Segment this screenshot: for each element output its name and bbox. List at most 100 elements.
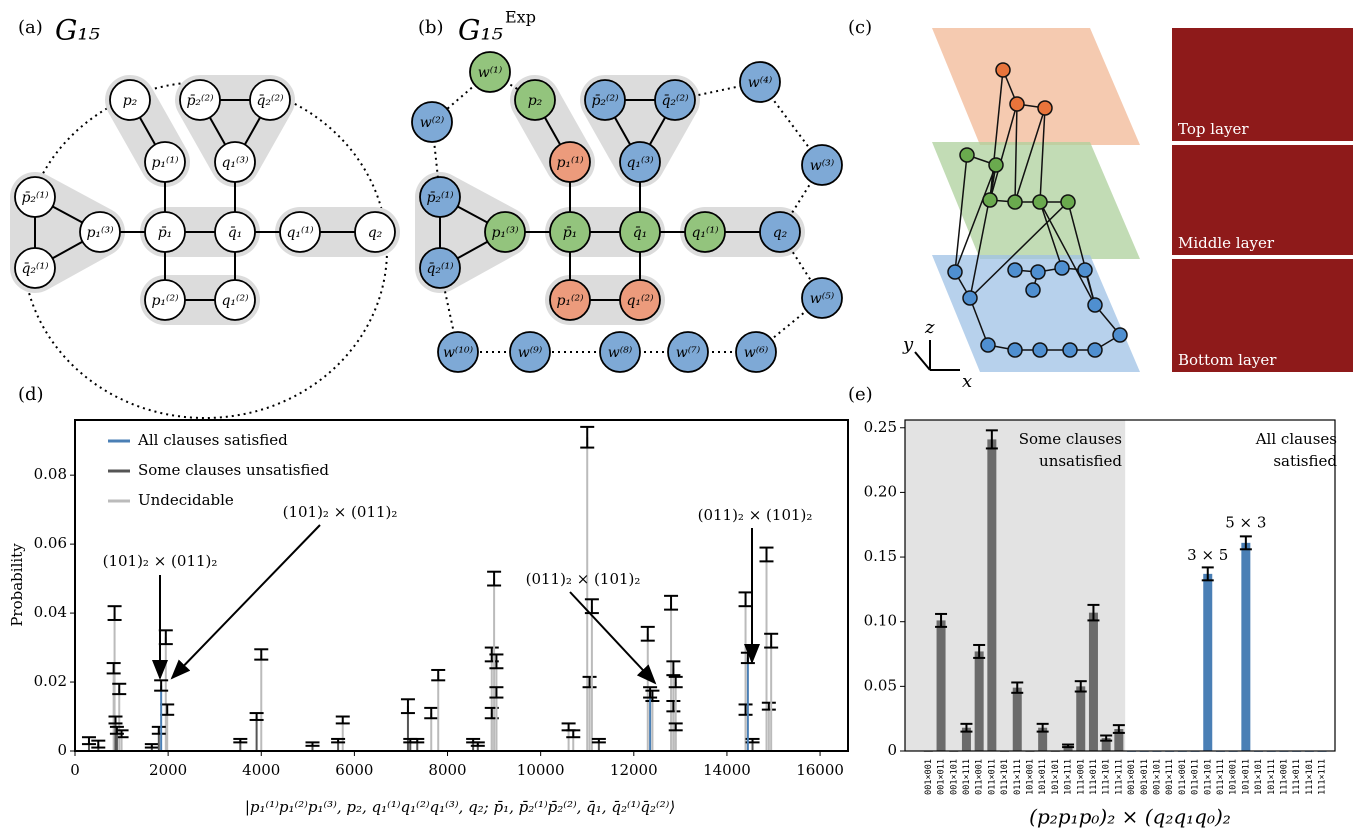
atom <box>1031 265 1045 279</box>
node-label: p₁⁽³⁾ <box>86 225 114 241</box>
atom <box>981 338 995 352</box>
error-bar <box>664 596 678 610</box>
x-tick-label: 2000 <box>149 761 187 779</box>
node-label: p̄₂⁽²⁾ <box>591 93 619 109</box>
annotation-arrow <box>570 592 655 683</box>
y-tick-label: 0.04 <box>34 603 67 621</box>
x-tick-label: 001×101 <box>1152 759 1162 795</box>
node-label: w⁽⁹⁾ <box>518 345 543 361</box>
x-tick-label: 011×111 <box>1216 759 1226 795</box>
error-bar <box>254 649 268 659</box>
x-tick-label: 101×111 <box>1267 759 1277 795</box>
error-bar <box>160 704 174 714</box>
y-tick-label: 0.25 <box>864 418 897 436</box>
y-tick-label: 0.08 <box>34 465 67 483</box>
atom <box>963 291 977 305</box>
x-tick-label: 001×001 <box>1127 759 1137 795</box>
node-label: p₁⁽¹⁾ <box>151 155 179 171</box>
node-label: q₁⁽³⁾ <box>626 155 654 171</box>
node-label: w⁽⁶⁾ <box>744 345 769 361</box>
y-tick-label: 0.06 <box>34 534 67 552</box>
x-tick-label: 011×011 <box>987 759 997 795</box>
atom <box>1033 195 1047 209</box>
bar <box>975 651 984 751</box>
panel-label: (c) <box>848 17 872 38</box>
figure: (a)(b)(c)(d)(e)G₁₅G₁₅Expp₂p̄₂⁽²⁾q̄₂⁽²⁾p₁… <box>0 0 1355 832</box>
annotation: (011)₂ × (101)₂ <box>526 570 641 588</box>
y-tick-label: 0.20 <box>864 482 897 500</box>
atom <box>948 265 962 279</box>
atom <box>1088 343 1102 357</box>
bar <box>1013 688 1022 751</box>
error-bar <box>233 739 247 742</box>
node-label: w⁽¹⁰⁾ <box>443 345 474 361</box>
image-label: Bottom layer <box>1178 351 1277 369</box>
error-bar <box>109 717 123 724</box>
node-label: p₁⁽²⁾ <box>151 293 179 309</box>
x-tick-label: 111×011 <box>1089 759 1099 795</box>
x-tick-label: 001×101 <box>949 759 959 795</box>
node-label: p̄₂⁽²⁾ <box>186 93 214 109</box>
atom <box>1078 263 1092 277</box>
panel-label: (b) <box>418 17 444 38</box>
node-label: q₁⁽¹⁾ <box>691 225 719 241</box>
x-tick-label: 16000 <box>796 761 844 779</box>
error-bar <box>424 708 438 718</box>
atom <box>989 158 1003 172</box>
node-label: q̄₂⁽²⁾ <box>256 93 284 109</box>
bar <box>1076 686 1085 751</box>
error-bar <box>410 739 424 742</box>
atom <box>1063 343 1077 357</box>
panel-label: (d) <box>18 384 44 405</box>
x-tick-label: 011×001 <box>975 759 985 795</box>
node-label: q̄₁ <box>228 225 243 241</box>
region-label: All clauses satisfied <box>1225 428 1337 472</box>
atom <box>1026 283 1040 297</box>
node-label: p₂ <box>123 93 138 109</box>
x-tick-label: 8000 <box>428 761 466 779</box>
x-tick-label: 001×001 <box>924 759 934 795</box>
x-tick-label: 011×011 <box>1191 759 1201 795</box>
bar <box>1203 574 1212 751</box>
x-tick-label: 101×111 <box>1064 759 1074 795</box>
x-tick-label: 001×111 <box>962 759 972 795</box>
node-label: q₁⁽²⁾ <box>626 293 654 309</box>
x-tick-label: 101×011 <box>1241 759 1251 795</box>
x-tick-label: 001×011 <box>937 759 947 795</box>
atom <box>1033 343 1047 357</box>
node-label: p₁⁽³⁾ <box>491 225 519 241</box>
node-label: q̄₁ <box>633 225 648 241</box>
error-bar <box>336 717 350 724</box>
x-tick-label: 111×111 <box>1318 759 1328 795</box>
node-label: w⁽⁴⁾ <box>748 75 773 91</box>
legend-label: Undecidable <box>138 491 234 509</box>
node-label: w⁽³⁾ <box>810 158 835 174</box>
atom <box>1113 328 1127 342</box>
x-tick-label: 111×101 <box>1102 759 1112 795</box>
node-label: w⁽⁸⁾ <box>608 345 633 361</box>
node-label: p₁⁽¹⁾ <box>556 155 584 171</box>
node-label: p̄₂⁽¹⁾ <box>426 190 454 206</box>
bar <box>1089 613 1098 751</box>
axis-name: z <box>924 317 935 338</box>
y-tick-label: 0 <box>57 741 67 759</box>
error-bar <box>487 572 501 586</box>
error-bar <box>152 727 166 734</box>
x-tick-label: 4000 <box>242 761 280 779</box>
error-bar <box>305 742 319 745</box>
error-bar <box>739 592 753 606</box>
atom <box>1008 195 1022 209</box>
annotation: (011)₂ × (101)₂ <box>698 506 813 524</box>
bar <box>987 439 996 751</box>
node-label: w⁽²⁾ <box>420 115 445 131</box>
x-tick-label: 111×001 <box>1076 759 1086 795</box>
x-tick-label: 111×111 <box>1114 759 1124 795</box>
error-bar <box>145 744 159 747</box>
node-label: w⁽⁷⁾ <box>676 345 701 361</box>
x-tick-label: 011×001 <box>1178 759 1188 795</box>
node-label: p̄₂⁽¹⁾ <box>21 190 49 206</box>
node-label: p̄₁ <box>563 225 578 241</box>
image-label: Middle layer <box>1178 234 1275 252</box>
x-tick-label: 111×001 <box>1279 759 1289 795</box>
atom <box>960 148 974 162</box>
